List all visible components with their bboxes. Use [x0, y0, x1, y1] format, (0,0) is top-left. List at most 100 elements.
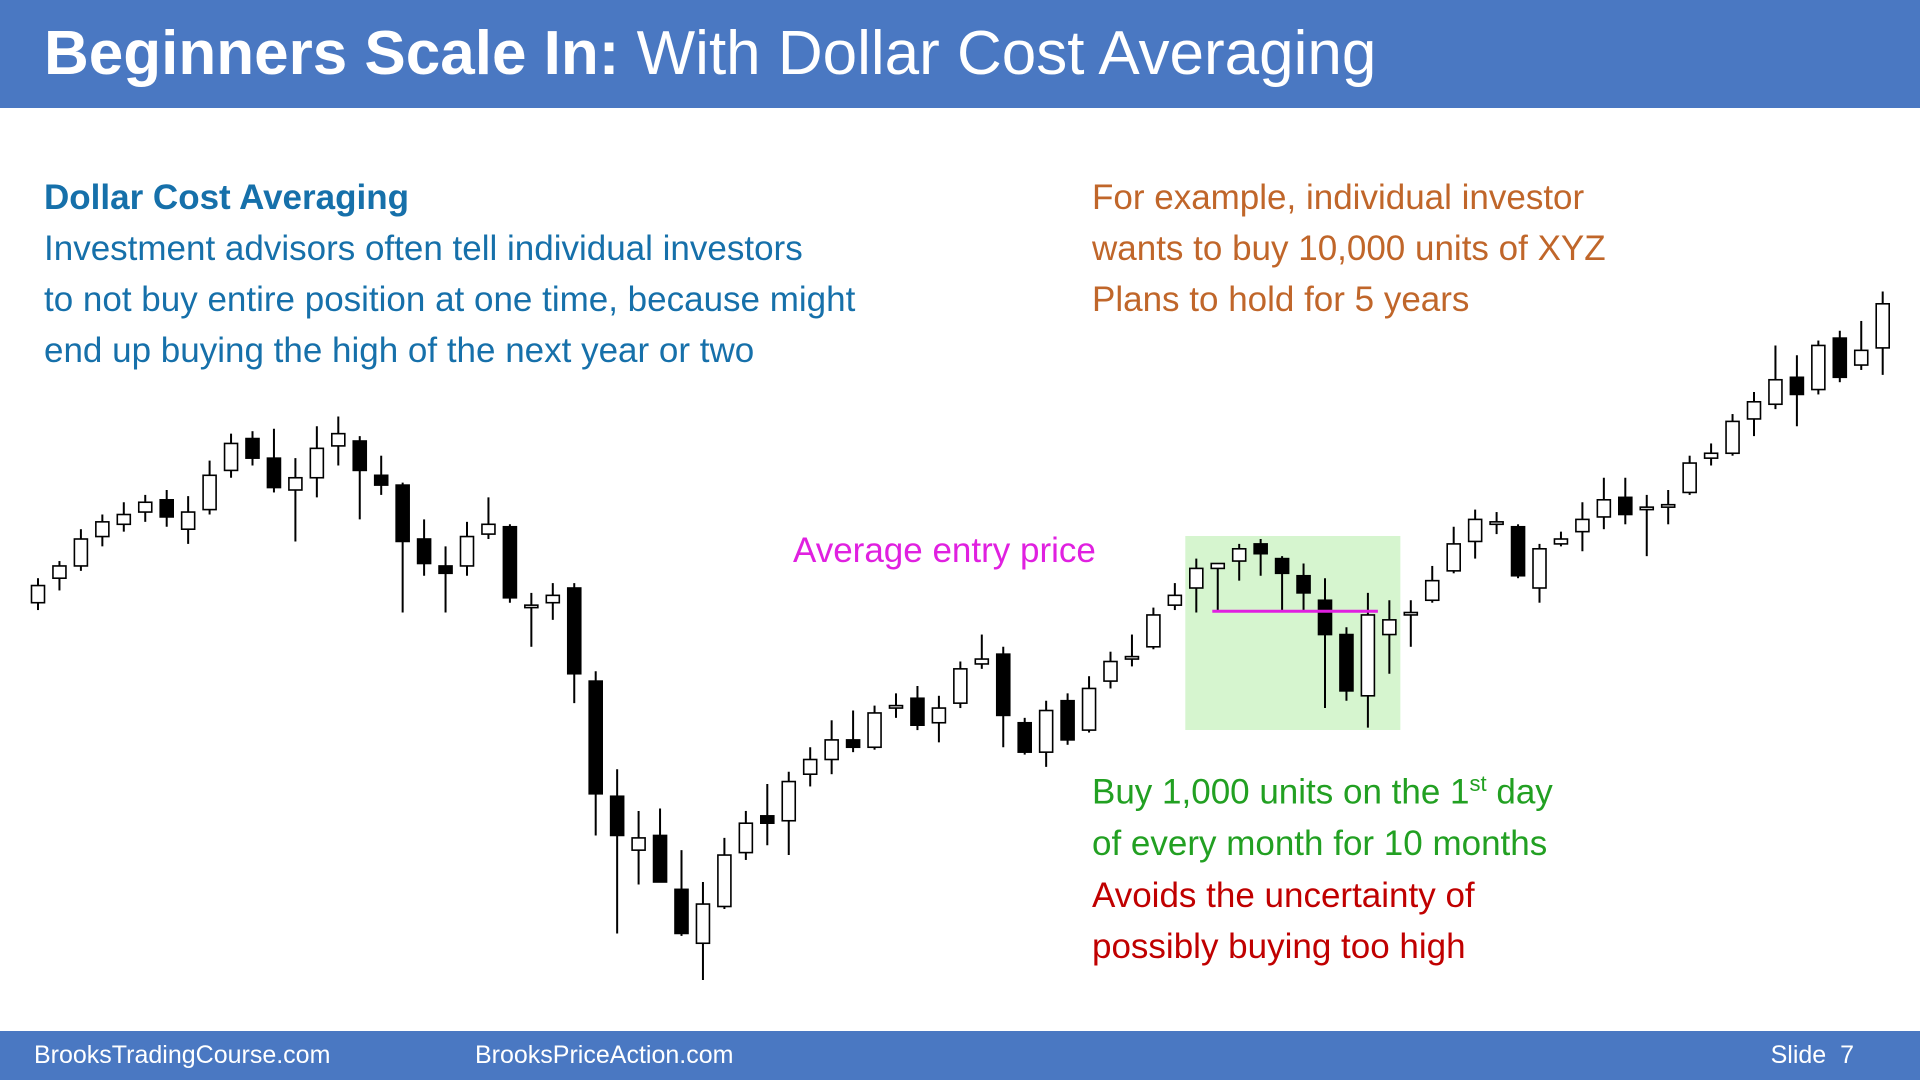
candle-body — [1189, 567, 1204, 589]
candle-body — [1017, 721, 1033, 753]
candle-body — [1832, 337, 1848, 379]
superscript: st — [1469, 771, 1487, 796]
text-line: wants to buy 10,000 units of XYZ — [1092, 229, 1606, 268]
candle-body — [631, 837, 646, 851]
candle-body — [266, 457, 282, 489]
candle-body — [1811, 344, 1826, 391]
text-line: Plans to hold for 5 years — [1092, 280, 1470, 319]
candle-body — [1360, 614, 1376, 697]
candle-body — [1618, 496, 1633, 516]
avoid-note: Avoids the uncertainty of possibly buyin… — [1092, 870, 1475, 972]
text-line: possibly buying too high — [1092, 927, 1466, 966]
candle-body — [1167, 594, 1183, 606]
candle-body — [1081, 687, 1097, 731]
candle-body — [1253, 543, 1268, 555]
heading: Dollar Cost Averaging — [44, 178, 409, 217]
title-rest: With Dollar Cost Averaging — [619, 19, 1377, 88]
candle-body — [1231, 547, 1247, 562]
candle-body — [330, 432, 346, 447]
candle-body — [1060, 699, 1075, 741]
candle-body — [545, 594, 561, 604]
candle-body — [738, 822, 754, 854]
candle-body — [52, 565, 67, 580]
candle-body — [953, 668, 968, 704]
text-line: of every month for 10 months — [1092, 823, 1548, 863]
candle-body — [223, 442, 239, 472]
candle-body — [674, 888, 689, 935]
footer-bar — [0, 1031, 1920, 1080]
candle-body — [1510, 525, 1526, 577]
text: day — [1486, 772, 1553, 812]
candle-body — [1639, 506, 1655, 511]
candle-body — [824, 739, 839, 761]
candle-body — [288, 476, 303, 491]
candle-body — [888, 704, 904, 709]
candle-body — [609, 795, 625, 837]
title: Beginners Scale In: With Dollar Cost Ave… — [44, 18, 1376, 90]
candle-body — [1596, 498, 1612, 518]
candle-body — [202, 474, 217, 511]
text-line: Buy 1,000 units on the 1st day — [1092, 758, 1553, 818]
candle-body — [95, 521, 110, 538]
candle-body — [588, 680, 604, 795]
text-line: end up buying the high of the next year … — [44, 331, 755, 370]
candle-body — [1682, 462, 1697, 494]
candle-body — [566, 587, 582, 675]
text-line: Avoids the uncertainty of — [1092, 876, 1475, 915]
candle-body — [1703, 452, 1719, 459]
candle-body — [1103, 660, 1118, 682]
candle-body — [910, 697, 925, 727]
candle-body — [652, 834, 668, 883]
text-line: Investment advisors often tell individua… — [44, 229, 803, 268]
candle-body — [1274, 557, 1290, 575]
candle-body — [802, 758, 818, 775]
candle-body — [180, 511, 196, 530]
candle-body — [1660, 503, 1676, 508]
candle-body — [73, 538, 89, 567]
candle-body — [524, 604, 539, 609]
text: Buy 1,000 units on the 1 — [1092, 772, 1470, 812]
candle-body — [695, 903, 711, 945]
candle-body — [438, 565, 453, 575]
candle-body — [137, 501, 153, 513]
candle-body — [1317, 599, 1333, 636]
footer-middle: BrooksPriceAction.com — [475, 1041, 734, 1069]
title-bar — [0, 0, 1920, 108]
candle-body — [1339, 633, 1354, 692]
candle-body — [1489, 521, 1504, 526]
candle-body — [781, 780, 797, 822]
candle-body — [116, 513, 132, 526]
footer-left: BrooksTradingCourse.com — [34, 1041, 331, 1069]
candle-body — [1296, 574, 1311, 594]
candle-body — [1038, 709, 1054, 753]
candle-body — [1446, 543, 1461, 572]
title-bold: Beginners Scale In: — [44, 19, 620, 88]
candle-body — [1210, 562, 1226, 570]
candle-body — [1575, 518, 1590, 533]
candle-body — [1789, 376, 1805, 396]
candle-body — [1124, 655, 1140, 660]
candle-body — [931, 707, 947, 724]
buy-note: Buy 1,000 units on the 1st day of every … — [1092, 758, 1553, 869]
candle-body — [995, 653, 1011, 717]
candle-body — [352, 440, 368, 472]
candle-body — [1746, 400, 1762, 420]
candle-body — [245, 437, 260, 459]
candle-body — [502, 525, 518, 599]
candle-body — [373, 474, 389, 486]
candle-body — [845, 739, 861, 749]
candle-body — [1853, 349, 1869, 366]
candle-body — [1403, 611, 1419, 616]
slide-number: Slide 7 — [1770, 1041, 1854, 1069]
candle-body — [1875, 302, 1890, 349]
candle-body — [1467, 518, 1483, 543]
candle-body — [1532, 547, 1547, 589]
candle-body — [459, 535, 475, 567]
candle-body — [867, 712, 882, 749]
candle-body — [1725, 420, 1740, 455]
candle-body — [309, 447, 325, 479]
annotation: Average entry price — [793, 531, 1096, 570]
candle-body — [1146, 614, 1161, 648]
